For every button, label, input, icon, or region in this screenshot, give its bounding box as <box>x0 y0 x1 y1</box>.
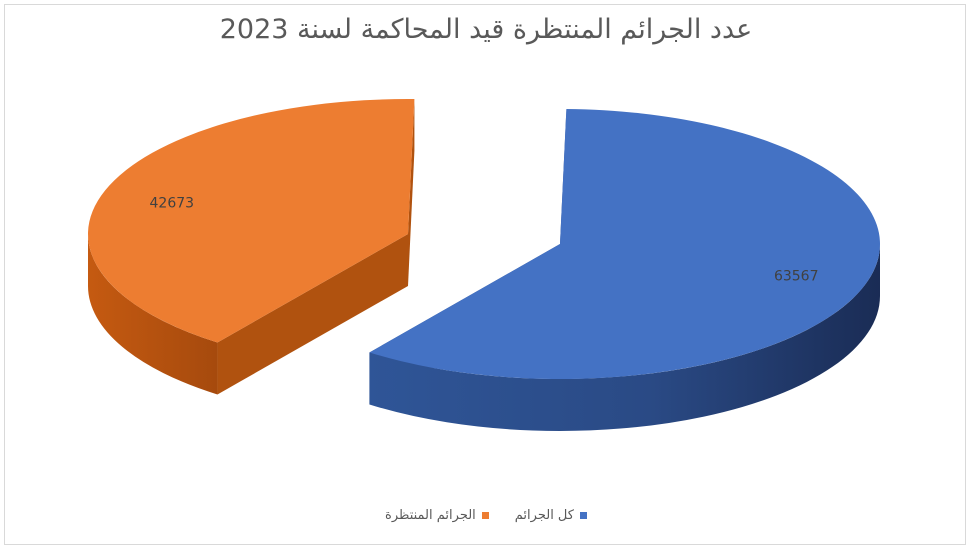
slice-wall-1-0 <box>217 234 408 395</box>
slice-rim-0 <box>369 244 880 431</box>
legend-swatch-orange <box>481 512 489 519</box>
slice-wall-1-1 <box>408 99 415 286</box>
chart-title: عدد الجرائم المنتظرة قيد المحاكمة لسنة 2… <box>219 14 753 45</box>
legend-swatch-blue <box>579 512 587 519</box>
slice-rim-1 <box>88 234 218 395</box>
pie-slice-1 <box>88 99 415 343</box>
legend: كل الجرائم الجرائم المنتظرة <box>0 508 972 523</box>
legend-label-all-crimes: كل الجرائم <box>514 508 574 523</box>
data-label-1: 42673 <box>150 196 195 212</box>
legend-item-pending-crimes: الجرائم المنتظرة <box>385 508 489 523</box>
pie-slice-0 <box>369 109 880 379</box>
data-label-0: 63567 <box>774 268 819 284</box>
legend-label-pending-crimes: الجرائم المنتظرة <box>385 508 476 523</box>
legend-item-all-crimes: كل الجرائم <box>515 508 587 523</box>
